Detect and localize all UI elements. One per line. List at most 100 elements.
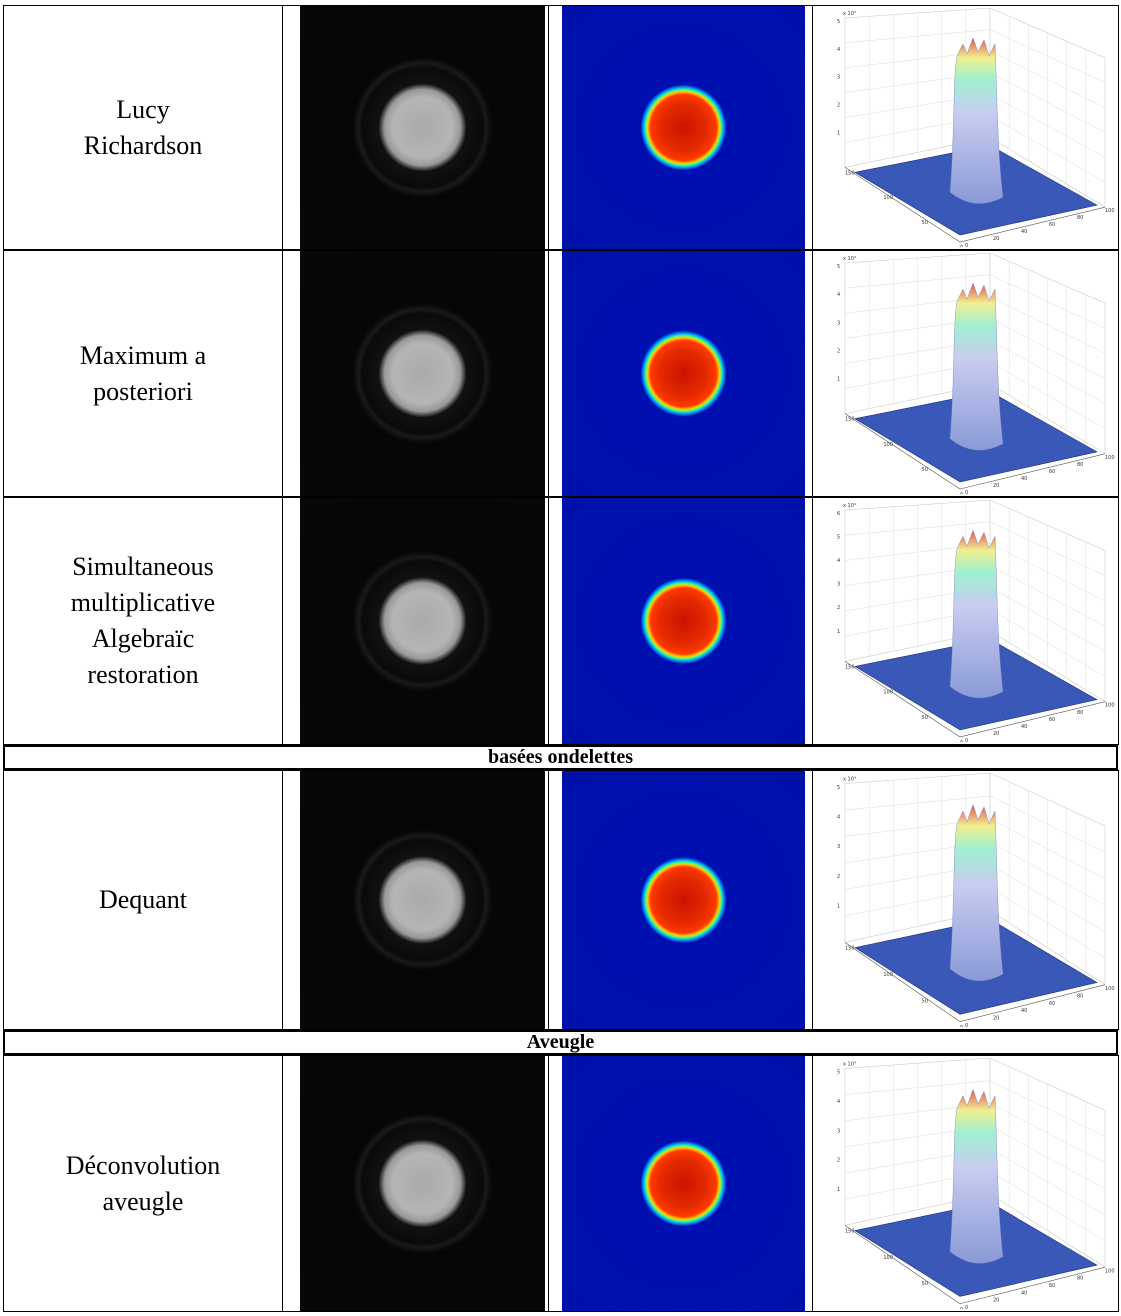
peak bbox=[949, 282, 1004, 451]
y-tick: 0 bbox=[960, 1025, 963, 1027]
image-cell bbox=[812, 250, 1119, 497]
x-tick: 100 bbox=[1105, 703, 1115, 709]
z-tick: 3 bbox=[837, 1128, 840, 1134]
y-tick: 150 bbox=[845, 170, 855, 176]
y-tick: 50 bbox=[922, 1281, 928, 1287]
x-tick: 100 bbox=[1105, 986, 1115, 992]
method-name: multiplicative bbox=[70, 588, 216, 617]
z-tick: 2 bbox=[837, 103, 840, 109]
z-tick: 1 bbox=[837, 377, 840, 383]
plot-scale: x 10⁴ bbox=[843, 256, 856, 262]
z-tick: 4 bbox=[837, 1099, 840, 1105]
surface-plot: x 10⁴123456050100150020406080100 bbox=[837, 500, 1115, 742]
z-tick: 3 bbox=[837, 844, 840, 850]
z-tick: 5 bbox=[837, 264, 840, 270]
grayscale-image bbox=[300, 6, 545, 249]
y-tick: 50 bbox=[922, 467, 928, 473]
y-tick: 100 bbox=[883, 195, 893, 201]
peak bbox=[949, 529, 1004, 699]
plot-frame: x 10⁴12345050100150020406080100 bbox=[837, 773, 1115, 1027]
x-tick: 0 bbox=[965, 1023, 968, 1027]
x-tick: 20 bbox=[993, 731, 999, 737]
plot-scale: x 10⁴ bbox=[843, 503, 856, 509]
method-name: Algebraïc bbox=[91, 624, 195, 653]
y-tick: 0 bbox=[960, 740, 963, 742]
z-tick: 4 bbox=[837, 558, 840, 564]
surface-plot: x 10⁴12345050100150020406080100 bbox=[837, 8, 1115, 247]
x-tick: 20 bbox=[993, 1298, 999, 1304]
z-tick: 2 bbox=[837, 605, 840, 611]
image-cell bbox=[812, 1055, 1119, 1312]
axis bbox=[959, 453, 1106, 490]
y-tick: 150 bbox=[845, 664, 855, 670]
method-name: Déconvolution bbox=[65, 1150, 221, 1180]
plot-scale: x 10⁴ bbox=[843, 776, 856, 782]
method-name: Simultaneous bbox=[72, 552, 214, 581]
z-tick: 5 bbox=[837, 1070, 840, 1076]
z-tick: 1 bbox=[837, 130, 840, 136]
plot-scale: x 10⁴ bbox=[843, 1061, 856, 1067]
z-tick: 3 bbox=[837, 582, 840, 588]
axis bbox=[844, 413, 961, 490]
x-tick: 60 bbox=[1049, 1283, 1055, 1289]
x-tick: 0 bbox=[965, 243, 968, 247]
axis bbox=[844, 942, 961, 1022]
z-tick: 2 bbox=[837, 1158, 840, 1164]
y-tick: 50 bbox=[922, 999, 928, 1005]
x-tick: 80 bbox=[1077, 710, 1083, 716]
x-tick: 80 bbox=[1077, 993, 1083, 999]
z-tick: 6 bbox=[837, 511, 840, 517]
method-cell: Dequant bbox=[3, 770, 283, 1030]
z-tick: 1 bbox=[837, 1187, 840, 1193]
surface-plot: x 10⁴12345050100150020406080100 bbox=[837, 253, 1115, 494]
y-tick: 0 bbox=[960, 1307, 963, 1309]
image-cell bbox=[812, 5, 1119, 250]
colormap-image bbox=[562, 498, 805, 744]
x-tick: 20 bbox=[993, 1016, 999, 1022]
x-tick: 40 bbox=[1021, 229, 1027, 235]
method-name: Dequant bbox=[98, 885, 188, 914]
z-tick: 2 bbox=[837, 874, 840, 880]
y-tick: 150 bbox=[845, 946, 855, 952]
x-tick: 100 bbox=[1105, 1268, 1115, 1274]
plot-scale: x 10⁴ bbox=[843, 11, 856, 17]
x-tick: 60 bbox=[1049, 717, 1055, 723]
axis bbox=[844, 1225, 961, 1305]
plot-frame: x 10⁴12345050100150020406080100 bbox=[837, 8, 1115, 247]
peak bbox=[949, 804, 1004, 981]
y-tick: 0 bbox=[960, 492, 963, 494]
y-tick: 150 bbox=[845, 417, 855, 423]
plot-frame: x 10⁴12345050100150020406080100 bbox=[837, 253, 1115, 494]
x-tick: 100 bbox=[1105, 208, 1115, 214]
z-tick: 5 bbox=[837, 785, 840, 791]
method-name: restoration bbox=[87, 660, 199, 689]
plot-frame: x 10⁴12345050100150020406080100 bbox=[837, 1058, 1115, 1309]
axis bbox=[844, 167, 961, 243]
plot-frame: x 10⁴123456050100150020406080100 bbox=[837, 500, 1115, 742]
y-tick: 50 bbox=[922, 715, 928, 721]
y-tick: 50 bbox=[922, 220, 928, 226]
surface-plot: x 10⁴12345050100150020406080100 bbox=[837, 773, 1115, 1027]
z-tick: 2 bbox=[837, 348, 840, 354]
colormap-image bbox=[562, 251, 805, 496]
z-tick: 4 bbox=[837, 292, 840, 298]
z-tick: 4 bbox=[837, 815, 840, 821]
colormap-image bbox=[562, 1056, 805, 1311]
axis bbox=[959, 984, 1106, 1022]
grayscale-image bbox=[300, 498, 545, 744]
method-cell: Déconvolution aveugle bbox=[3, 1055, 283, 1312]
z-tick: 3 bbox=[837, 320, 840, 326]
image-cell bbox=[812, 770, 1119, 1030]
x-tick: 60 bbox=[1049, 469, 1055, 475]
x-tick: 100 bbox=[1105, 455, 1115, 461]
method-cell: Maximum a posteriori bbox=[3, 250, 283, 497]
z-tick: 5 bbox=[837, 19, 840, 25]
method-cell: Simultaneous multiplicative Algebraïc resto… bbox=[3, 497, 283, 745]
y-tick: 100 bbox=[883, 690, 893, 696]
method-name: Maximum a bbox=[79, 340, 207, 370]
x-tick: 0 bbox=[965, 1305, 968, 1309]
x-tick: 0 bbox=[965, 490, 968, 494]
section-header: Aveugle bbox=[3, 1030, 1118, 1055]
y-tick: 100 bbox=[883, 972, 893, 978]
